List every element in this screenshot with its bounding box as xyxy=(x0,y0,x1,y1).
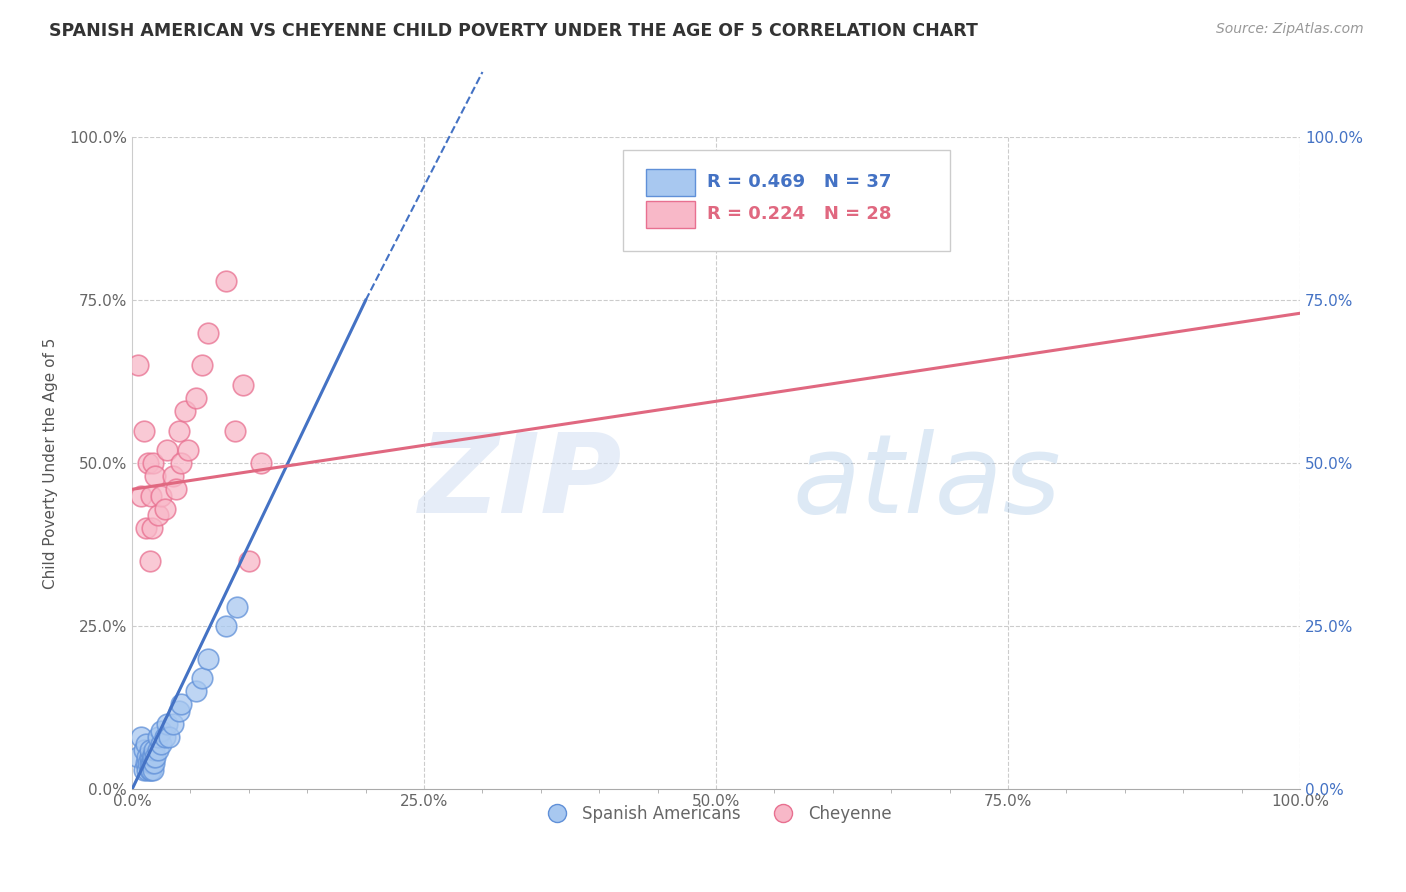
Point xyxy=(127,359,149,373)
Point xyxy=(131,489,153,503)
Point xyxy=(153,501,176,516)
Point xyxy=(156,443,179,458)
Point xyxy=(150,723,173,738)
Point xyxy=(191,359,214,373)
Point xyxy=(141,756,163,771)
Y-axis label: Child Poverty Under the Age of 5: Child Poverty Under the Age of 5 xyxy=(44,337,58,589)
Point xyxy=(191,672,214,686)
Text: SPANISH AMERICAN VS CHEYENNE CHILD POVERTY UNDER THE AGE OF 5 CORRELATION CHART: SPANISH AMERICAN VS CHEYENNE CHILD POVER… xyxy=(49,22,979,40)
Point xyxy=(162,717,184,731)
Point xyxy=(224,424,246,438)
Legend: Spanish Americans, Cheyenne: Spanish Americans, Cheyenne xyxy=(534,798,898,830)
Text: R = 0.469   N = 37: R = 0.469 N = 37 xyxy=(707,172,891,191)
Point xyxy=(146,508,169,523)
Point xyxy=(214,274,236,288)
Point xyxy=(139,489,162,503)
Point xyxy=(141,521,163,535)
Point xyxy=(135,737,157,751)
Text: Source: ZipAtlas.com: Source: ZipAtlas.com xyxy=(1216,22,1364,37)
Point xyxy=(142,456,165,470)
Point xyxy=(138,743,160,757)
Text: R = 0.224   N = 28: R = 0.224 N = 28 xyxy=(707,205,891,223)
Point xyxy=(226,599,249,614)
Point xyxy=(127,749,149,764)
Point xyxy=(139,756,162,771)
Point xyxy=(186,684,208,698)
Point xyxy=(141,749,163,764)
Point xyxy=(170,698,193,712)
Point xyxy=(249,456,271,470)
Point xyxy=(138,456,160,470)
Point xyxy=(232,378,254,392)
Point xyxy=(145,469,167,483)
Point xyxy=(170,456,193,470)
Point xyxy=(136,763,159,777)
Point xyxy=(238,554,260,568)
Text: ZIP: ZIP xyxy=(419,429,623,536)
Point xyxy=(138,756,160,771)
Point xyxy=(138,756,160,771)
Point xyxy=(135,756,157,771)
Point xyxy=(138,554,160,568)
Point xyxy=(146,743,169,757)
FancyBboxPatch shape xyxy=(623,150,949,252)
Point xyxy=(138,763,160,777)
Point xyxy=(156,717,179,731)
Point xyxy=(132,743,155,757)
Point xyxy=(150,737,173,751)
Point xyxy=(142,763,165,777)
Text: atlas: atlas xyxy=(792,429,1060,536)
Point xyxy=(138,749,160,764)
Point xyxy=(135,521,157,535)
Point xyxy=(136,749,159,764)
Point xyxy=(197,326,219,340)
FancyBboxPatch shape xyxy=(645,201,695,228)
Point xyxy=(132,763,155,777)
Point xyxy=(162,469,184,483)
Point xyxy=(146,730,169,744)
Point xyxy=(177,443,200,458)
Point xyxy=(143,756,166,771)
Point xyxy=(197,652,219,666)
Point xyxy=(173,404,195,418)
Point xyxy=(166,483,188,497)
Point xyxy=(167,704,190,718)
Point xyxy=(167,424,190,438)
Point xyxy=(139,763,162,777)
Point xyxy=(145,749,167,764)
Point xyxy=(143,743,166,757)
Point xyxy=(214,619,236,633)
Point xyxy=(153,730,176,744)
Point xyxy=(142,749,165,764)
Point xyxy=(150,489,173,503)
Point xyxy=(159,730,181,744)
Point xyxy=(131,730,153,744)
Point xyxy=(132,424,155,438)
Point xyxy=(186,391,208,405)
FancyBboxPatch shape xyxy=(645,169,695,196)
